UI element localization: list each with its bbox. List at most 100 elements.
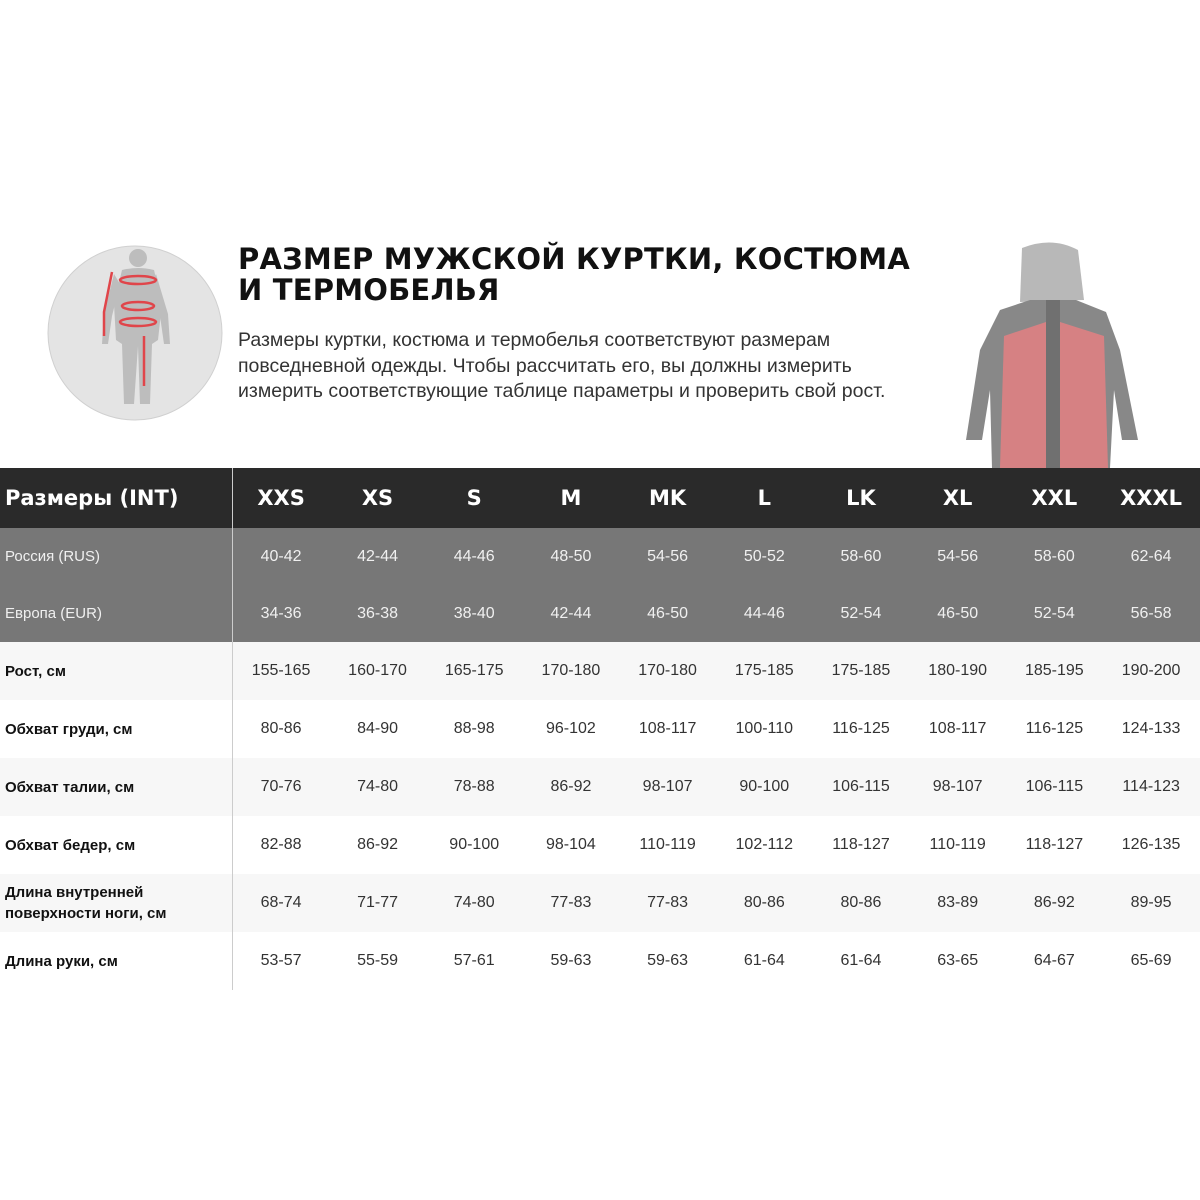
table-cell: 57-61 [425,932,523,990]
table-cell: 116-125 [1006,700,1103,758]
table-cell: 170-180 [619,642,716,700]
table-cell: 155-165 [232,642,330,700]
table-cell: 61-64 [812,932,910,990]
size-header-xxs: XXS [232,468,330,528]
size-header-mk: MK [619,468,716,528]
table-cell: 86-92 [329,816,426,874]
table-cell: 175-185 [812,642,910,700]
table-cell: 98-104 [522,816,620,874]
table-cell: 38-40 [425,585,523,642]
table-cell: 108-117 [619,700,716,758]
table-cell: 180-190 [909,642,1006,700]
header-row: Размеры (INT) XXS XS S M MK L LK XL XXL XXXL [0,468,1200,528]
table-cell: 59-63 [619,932,716,990]
table-cell: 61-64 [715,932,813,990]
row-label: Обхват груди, см [0,700,233,758]
body-measurement-icon [47,245,223,421]
row-label: Рост, см [0,642,233,700]
row-label: Россия (RUS) [0,528,233,585]
table-cell: 108-117 [909,700,1006,758]
size-header-s: S [425,468,523,528]
table-row: Длина руки, см 53-57 55-59 57-61 59-63 59-63 6… [0,932,1200,990]
row-label: Длина руки, см [0,932,233,990]
table-cell: 54-56 [619,528,716,585]
table-cell: 98-107 [909,758,1006,816]
table-cell: 90-100 [715,758,813,816]
table-cell: 56-58 [1102,585,1200,642]
size-header-xs: XS [329,468,426,528]
region-row: Европа (EUR) 34-36 36-38 38-40 42-44 46-50 44-… [0,585,1200,642]
table-cell: 46-50 [909,585,1006,642]
table-cell: 114-123 [1102,758,1200,816]
table-cell: 165-175 [425,642,523,700]
table-cell: 185-195 [1006,642,1103,700]
table-cell: 170-180 [522,642,620,700]
row-label: Европа (EUR) [0,585,233,642]
table-cell: 118-127 [812,816,910,874]
table-cell: 98-107 [619,758,716,816]
table-cell: 42-44 [329,528,426,585]
table-cell: 83-89 [909,874,1006,932]
region-row: Россия (RUS) 40-42 42-44 44-46 48-50 54-56 50-… [0,528,1200,585]
row-label: Длина внутренней поверхности ноги, см [0,874,233,932]
table-row: Обхват талии, см 70-76 74-80 78-88 86-92 98-1… [0,758,1200,816]
table-cell: 106-115 [1006,758,1103,816]
size-header-xl: XL [909,468,1006,528]
table-cell: 34-36 [232,585,330,642]
table-cell: 126-135 [1102,816,1200,874]
table-cell: 50-52 [715,528,813,585]
table-cell: 74-80 [425,874,523,932]
table-cell: 65-69 [1102,932,1200,990]
table-cell: 55-59 [329,932,426,990]
table-cell: 175-185 [715,642,813,700]
table-row: Длина внутренней поверхности ноги, см 68-… [0,874,1200,932]
table-cell: 46-50 [619,585,716,642]
table-cell: 36-38 [329,585,426,642]
table-cell: 190-200 [1102,642,1200,700]
description: Размеры куртки, костюма и термобелья соо… [238,329,886,402]
table-cell: 54-56 [909,528,1006,585]
table-cell: 64-67 [1006,932,1103,990]
table-cell: 110-119 [619,816,716,874]
table-cell: 78-88 [425,758,523,816]
table-cell: 106-115 [812,758,910,816]
row-label: Обхват талии, см [0,758,233,816]
table-cell: 96-102 [522,700,620,758]
table-cell: 102-112 [715,816,813,874]
size-header-xxxl: XXXL [1102,468,1200,528]
table-cell: 44-46 [715,585,813,642]
page-title: РАЗМЕР МУЖСКОЙ КУРТКИ, КОСТЮМА И ТЕРМОБЕ… [238,242,910,307]
table-cell: 48-50 [522,528,620,585]
table-cell: 42-44 [522,585,620,642]
table-cell: 63-65 [909,932,1006,990]
table-cell: 59-63 [522,932,620,990]
table-cell: 77-83 [619,874,716,932]
size-header-l: L [715,468,813,528]
table-cell: 77-83 [522,874,620,932]
table-cell: 68-74 [232,874,330,932]
table-cell: 52-54 [812,585,910,642]
table-row: Обхват груди, см 80-86 84-90 88-98 96-102 108… [0,700,1200,758]
table-cell: 118-127 [1006,816,1103,874]
table-cell: 44-46 [425,528,523,585]
size-header-m: M [522,468,620,528]
table-cell: 86-92 [522,758,620,816]
table-cell: 74-80 [329,758,426,816]
table-cell: 86-92 [1006,874,1103,932]
jacket-image [960,240,1145,468]
table-cell: 82-88 [232,816,330,874]
table-row: Обхват бедер, см 82-88 86-92 90-100 98-104 11… [0,816,1200,874]
table-cell: 90-100 [425,816,523,874]
table-cell: 88-98 [425,700,523,758]
table-cell: 58-60 [1006,528,1103,585]
size-header-xxl: XXL [1006,468,1103,528]
header-label: Размеры (INT) [0,468,233,528]
table-cell: 80-86 [715,874,813,932]
table-cell: 58-60 [812,528,910,585]
table-cell: 80-86 [232,700,330,758]
table-cell: 116-125 [812,700,910,758]
table-cell: 100-110 [715,700,813,758]
size-header-lk: LK [812,468,910,528]
table-cell: 62-64 [1102,528,1200,585]
table-cell: 160-170 [329,642,426,700]
